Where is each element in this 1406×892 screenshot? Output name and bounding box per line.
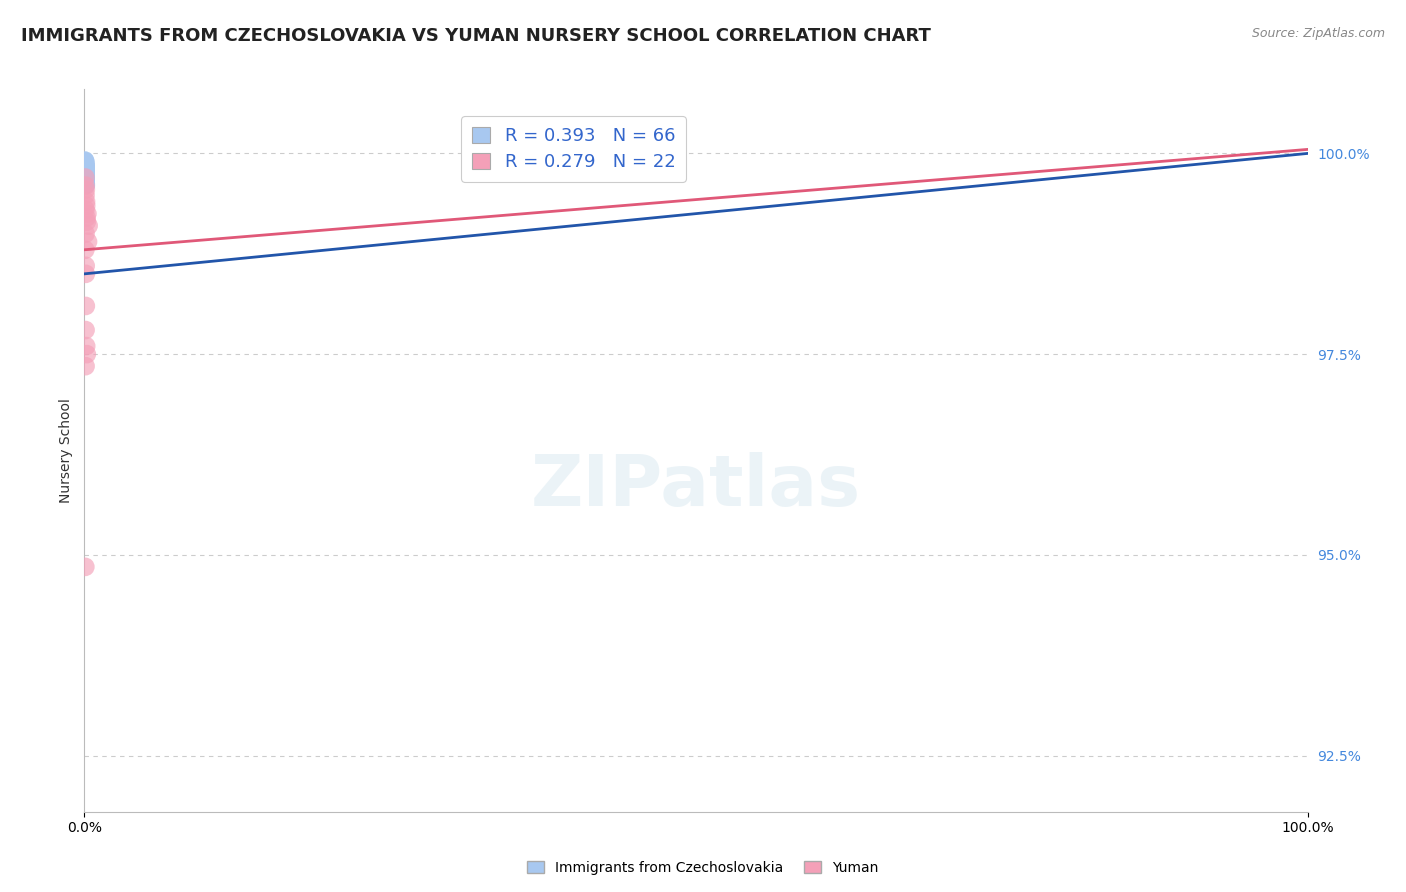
Point	[73, 156, 96, 170]
Point	[75, 163, 97, 178]
Point	[73, 157, 96, 171]
Point	[75, 171, 97, 186]
Point	[73, 159, 96, 173]
Point	[75, 188, 97, 202]
Point	[73, 153, 96, 168]
Point	[76, 215, 98, 229]
Text: ZIPatlas: ZIPatlas	[531, 452, 860, 521]
Point	[75, 163, 97, 178]
Point	[75, 227, 97, 241]
Point	[75, 176, 97, 190]
Point	[73, 153, 96, 168]
Point	[75, 259, 97, 273]
Point	[75, 158, 97, 172]
Point	[75, 160, 97, 174]
Legend: R = 0.393   N = 66, R = 0.279   N = 22: R = 0.393 N = 66, R = 0.279 N = 22	[461, 116, 686, 182]
Point	[75, 167, 97, 181]
Point	[75, 166, 97, 180]
Point	[75, 299, 97, 313]
Point	[75, 159, 97, 173]
Point	[75, 339, 97, 353]
Point	[75, 172, 97, 186]
Point	[75, 159, 97, 173]
Point	[75, 169, 97, 183]
Point	[75, 157, 97, 171]
Point	[75, 165, 97, 179]
Point	[75, 267, 97, 281]
Point	[75, 177, 97, 191]
Point	[75, 159, 97, 173]
Point	[75, 323, 97, 337]
Point	[75, 161, 97, 175]
Point	[75, 161, 97, 176]
Point	[75, 170, 97, 185]
Y-axis label: Nursery School: Nursery School	[59, 398, 73, 503]
Point	[75, 162, 97, 177]
Legend: Immigrants from Czechoslovakia, Yuman: Immigrants from Czechoslovakia, Yuman	[522, 855, 884, 880]
Point	[75, 160, 97, 174]
Point	[75, 202, 97, 217]
Point	[75, 172, 97, 186]
Point	[75, 167, 97, 181]
Point	[75, 166, 97, 180]
Point	[75, 166, 97, 180]
Point	[75, 168, 97, 182]
Point	[75, 243, 97, 257]
Point	[75, 560, 97, 574]
Point	[75, 167, 97, 181]
Point	[75, 160, 97, 174]
Point	[75, 154, 97, 169]
Point	[75, 178, 97, 193]
Point	[75, 171, 97, 186]
Point	[75, 159, 97, 173]
Point	[76, 207, 98, 221]
Point	[73, 155, 96, 169]
Point	[75, 194, 97, 209]
Point	[75, 168, 97, 182]
Text: IMMIGRANTS FROM CZECHOSLOVAKIA VS YUMAN NURSERY SCHOOL CORRELATION CHART: IMMIGRANTS FROM CZECHOSLOVAKIA VS YUMAN …	[21, 27, 931, 45]
Point	[75, 159, 97, 173]
Point	[75, 162, 97, 177]
Point	[75, 178, 97, 193]
Point	[75, 169, 97, 184]
Point	[75, 170, 97, 185]
Point	[75, 169, 97, 184]
Point	[75, 164, 97, 178]
Point	[75, 167, 97, 181]
Text: Source: ZipAtlas.com: Source: ZipAtlas.com	[1251, 27, 1385, 40]
Point	[73, 154, 96, 169]
Point	[75, 162, 97, 177]
Point	[75, 167, 97, 181]
Point	[75, 170, 97, 185]
Point	[75, 163, 97, 178]
Point	[77, 235, 100, 249]
Point	[76, 211, 98, 225]
Point	[75, 183, 97, 197]
Point	[75, 161, 97, 175]
Point	[75, 173, 97, 187]
Point	[75, 178, 97, 192]
Point	[75, 159, 97, 173]
Point	[75, 165, 97, 179]
Point	[73, 156, 96, 170]
Point	[75, 169, 97, 183]
Point	[75, 169, 97, 184]
Point	[77, 219, 100, 233]
Point	[75, 174, 97, 188]
Point	[75, 359, 97, 374]
Point	[75, 172, 97, 186]
Point	[75, 199, 97, 213]
Point	[75, 170, 97, 185]
Point	[75, 167, 97, 181]
Point	[76, 347, 98, 361]
Point	[75, 167, 97, 181]
Point	[75, 161, 97, 175]
Point	[75, 168, 97, 182]
Point	[75, 174, 97, 188]
